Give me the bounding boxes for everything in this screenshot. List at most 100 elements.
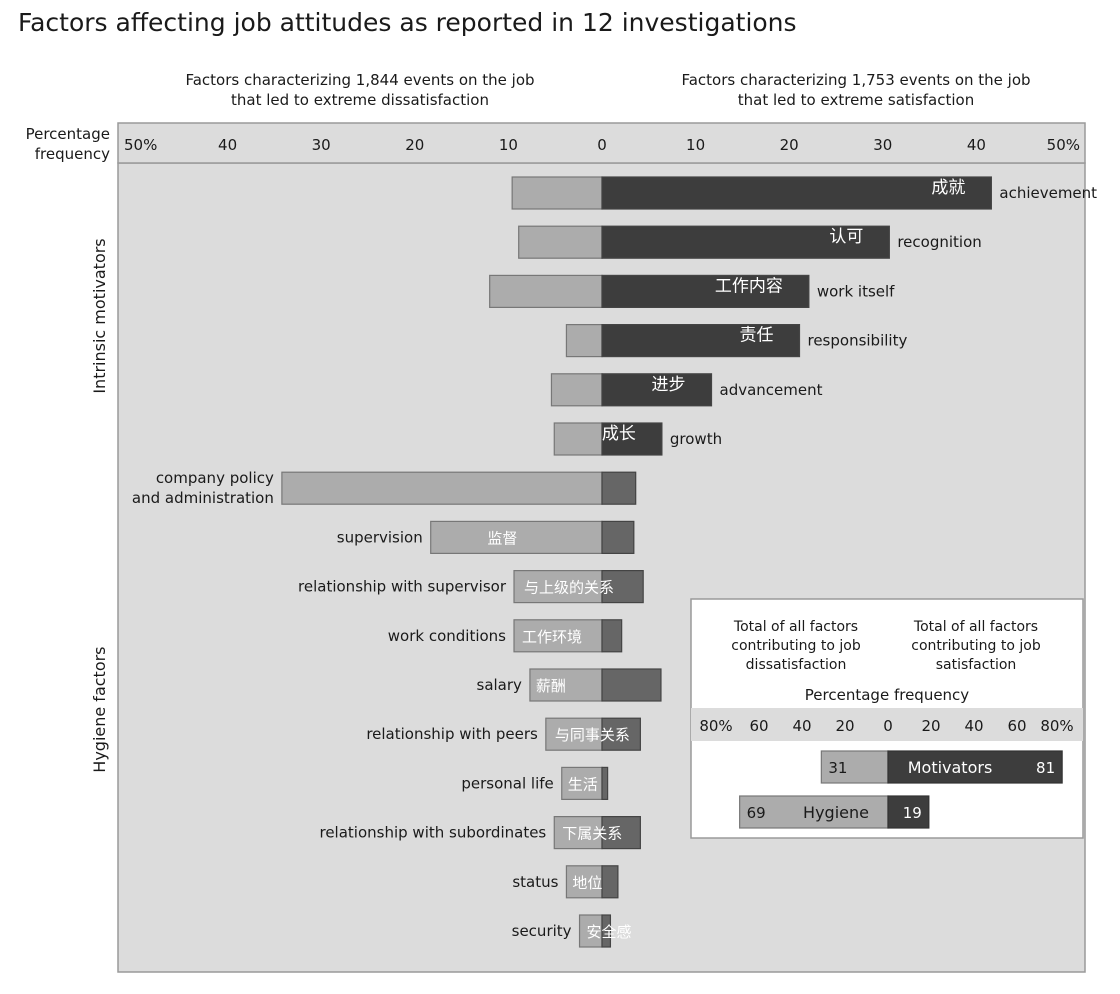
inset-satisfaction-value: 81 [1036,759,1055,777]
tick-label: 50% [124,136,157,154]
factor-label: security [512,922,572,940]
factor-cn-label: 工作环境 [522,628,582,646]
factor-cn-label: 进步 [652,375,686,395]
axis-label: Percentage frequency [26,125,111,163]
inset-axis-strip [691,708,1083,741]
group-labels: Intrinsic motivators Hygiene factors [90,238,109,772]
factor-label: work conditions [388,627,506,645]
dissatisfaction-bar [565,865,603,899]
axis-label-line: Percentage [26,125,110,143]
group-label: Hygiene factors [90,646,109,772]
inset-bar-label: Motivators [908,758,993,777]
inset-tick-label: 80% [699,717,732,735]
factor-cn-label: 责任 [739,326,773,346]
inset-axis-title: Percentage frequency [805,686,970,704]
factor-cn-label: 与上级的关系 [524,579,614,597]
tick-label: 40 [967,136,986,154]
axis-strip [117,122,1086,164]
satisfaction-bar [601,914,612,948]
dissatisfaction-bar [518,225,603,259]
factor-label: responsibility [807,332,907,350]
factor-label: relationship with supervisor [298,578,507,596]
satisfaction-bar [601,766,609,801]
dissatisfaction-bar [489,274,603,308]
inset-tick-label: 20 [921,717,940,735]
factor-label: supervision [337,528,423,546]
factor-cn-label: 工作内容 [715,276,783,296]
factor-cn-label: 安全感 [587,923,632,941]
axis-ticks: 50% 40 30 20 10 0 10 20 30 40 50% [124,136,1080,154]
dissatisfaction-bar [553,815,603,850]
factor-label: recognition [897,233,981,251]
group-label: Intrinsic motivators [90,238,109,393]
tick-label: 0 [597,136,607,154]
tick-label: 20 [780,136,799,154]
factor-label: relationship with subordinates [319,824,546,842]
left-header-line: Factors characterizing 1,844 events on t… [185,71,534,89]
inset-right-header-line: satisfaction [936,657,1017,673]
inset-dissatisfaction-value: 69 [747,804,766,822]
satisfaction-bar [601,324,801,358]
satisfaction-bar [601,569,644,604]
dissatisfaction-bar [550,373,603,407]
inset-tick-label: 60 [1007,717,1026,735]
satisfaction-bar [601,619,623,653]
dissatisfaction-bar [430,520,603,555]
tick-label: 20 [405,136,424,154]
tick-label: 40 [218,136,237,154]
inset-satisfaction-bar [887,795,930,829]
tick-label: 30 [873,136,892,154]
satisfaction-bar [601,668,662,702]
inset-dissatisfaction-bar [739,795,889,829]
inset-right-header-line: Total of all factors [913,619,1038,635]
dissatisfaction-bar [553,422,603,456]
satisfaction-bar [601,225,890,259]
factor-cn-label: 生活 [568,775,598,793]
factor-label-line: and administration [132,489,274,507]
inset-left-header-line: Total of all factors [733,619,858,635]
dissatisfaction-bar [565,324,603,358]
left-header-line: that led to extreme dissatisfaction [231,91,489,109]
inset-tick-label: 40 [964,717,983,735]
dissatisfaction-bar [513,619,603,653]
inset-dissatisfaction-bar [820,750,889,784]
factor-cn-label: 薪酬 [536,677,566,695]
axis-label-line: frequency [35,145,110,163]
tick-label: 50% [1047,136,1080,154]
factor-label: relationship with peers [366,725,538,743]
satisfaction-bar [601,422,663,456]
factor-cn-label: 与同事关系 [555,726,630,744]
inset-satisfaction-bar [887,750,1063,784]
dissatisfaction-bar [561,766,603,801]
dissatisfaction-bar [511,176,603,210]
satisfaction-bar [601,373,713,407]
factor-label: growth [670,430,722,448]
satisfaction-bar [601,815,641,850]
factor-cn-label: 监督 [487,529,517,547]
inset-left-header-line: dissatisfaction [746,657,847,673]
factor-label: achievement [999,184,1097,202]
inset-left-header-line: contributing to job [731,638,861,654]
dissatisfaction-bar [513,569,603,604]
chart-title: Factors affecting job attitudes as repor… [18,8,797,37]
factor-cn-label: 下属关系 [562,825,622,843]
factor-cn-label: 认可 [829,227,863,247]
factor-label: status [512,873,558,891]
factor-label: company policy and administration [132,469,274,507]
factor-label: advancement [720,381,823,399]
satisfaction-bar [601,176,992,210]
inset-tick-label: 0 [883,717,893,735]
inset-tick-label: 60 [749,717,768,735]
tick-label: 10 [686,136,705,154]
totals-inset: Total of all factors contributing to job d… [690,598,1084,839]
satisfaction-bar [601,274,810,308]
factor-bars: achievement 成就 recognition 认可 work itself 工作内… [132,176,1097,948]
satisfaction-bar [601,471,637,505]
right-header-line: that led to extreme satisfaction [738,91,974,109]
inset-right-header-line: contributing to job [911,638,1041,654]
factor-label: work itself [817,282,895,300]
tick-label: 30 [312,136,331,154]
satisfaction-bar [601,865,619,899]
factor-label-line: company policy [156,469,274,487]
